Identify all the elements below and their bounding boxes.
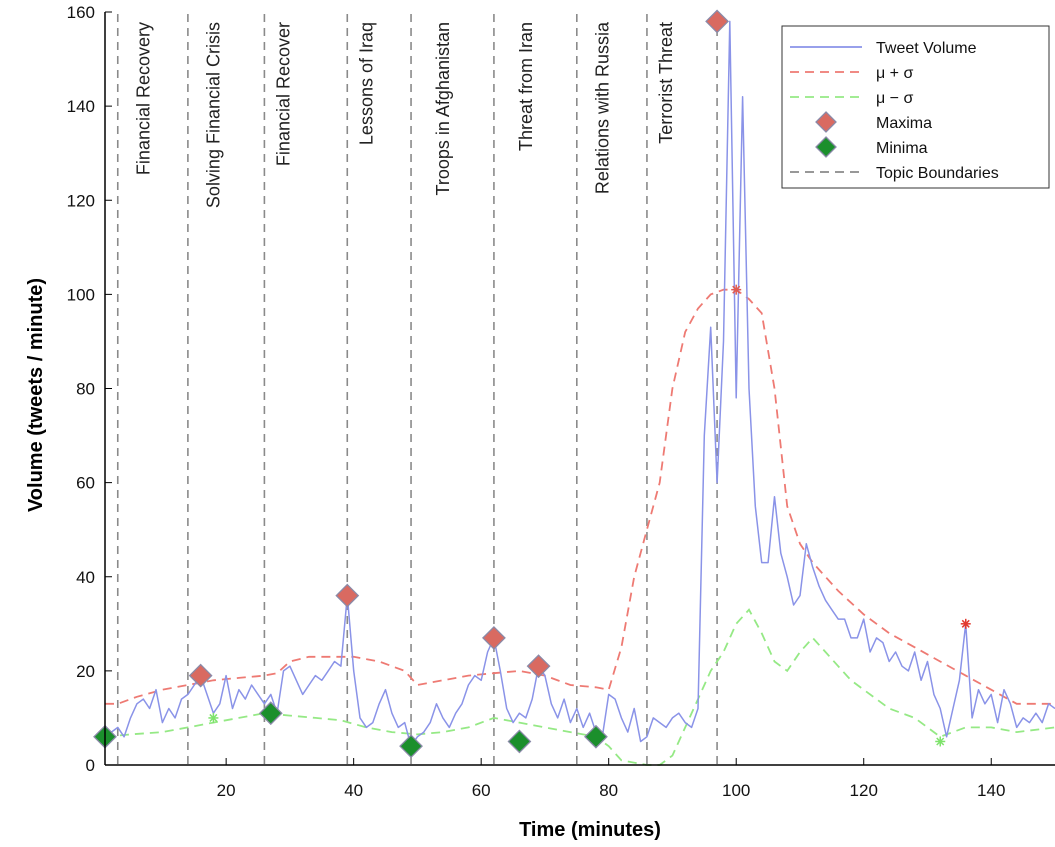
maxima-marker: [526, 654, 551, 679]
maxima-marker: [188, 663, 213, 688]
y-tick-label: 0: [86, 756, 95, 775]
asterisk-marker: [935, 736, 946, 747]
asterisk-marker: [731, 284, 742, 295]
legend-label: Minima: [876, 140, 928, 157]
maxima-marker: [705, 9, 730, 34]
y-tick-label: 100: [67, 285, 95, 304]
y-axis-title: Volume (tweets / minute): [25, 278, 47, 512]
maxima-marker: [335, 583, 360, 608]
topic-label: Lessons of Iraq: [356, 22, 376, 145]
topic-label: Financial Recover: [274, 22, 294, 166]
legend-swatch: [815, 136, 837, 158]
x-tick-label: 80: [599, 781, 618, 800]
topic-label: Financial Recovery: [133, 22, 153, 175]
tweet-volume-line: [104, 20, 1055, 747]
legend: Tweet Volume μ + σ μ − σ Maxima Minima Topic …: [781, 25, 1050, 189]
y-tick-label: 20: [76, 662, 95, 681]
topic-label: Threat from Iran: [516, 22, 536, 151]
legend-label: Topic Boundaries: [876, 165, 999, 182]
extrema-markers: [93, 9, 730, 759]
y-tick-label: 120: [67, 191, 95, 210]
topic-label: Relations with Russia: [592, 21, 612, 194]
topic-label: Troops in Afghanistan: [433, 22, 453, 195]
y-tick-label: 80: [76, 380, 95, 399]
minima-marker: [258, 701, 283, 726]
minima-marker: [584, 724, 608, 749]
y-tick-label: 40: [76, 568, 95, 587]
legend-swatch: [815, 111, 837, 133]
asterisk-marker: [208, 712, 219, 723]
topic-label: Solving Financial Crisis: [203, 22, 223, 208]
y-tick-label: 140: [67, 97, 95, 116]
x-tick-label: 20: [217, 781, 236, 800]
asterisk-marker: [960, 618, 971, 629]
x-axis-title: Time (minutes): [519, 819, 661, 841]
x-tick-label: 140: [977, 781, 1005, 800]
x-tick-label: 100: [722, 781, 750, 800]
legend-label: Maxima: [876, 115, 932, 132]
minima-marker: [507, 729, 532, 754]
x-tick-label: 60: [472, 781, 491, 800]
legend-box: [781, 25, 1050, 189]
x-ticks: 20 40 60 80 100 120 140: [217, 758, 1005, 800]
legend-label: μ − σ: [876, 90, 913, 107]
maxima-marker: [482, 626, 506, 650]
x-tick-label: 120: [850, 781, 878, 800]
topic-label: Terrorist Threat: [656, 22, 676, 144]
y-tick-label: 60: [76, 474, 95, 493]
legend-label: μ + σ: [876, 65, 913, 82]
y-ticks: 0 20 40 60 80 100 120 140 160: [67, 3, 112, 775]
topic-labels: Financial Recovery Solving Financial Cris…: [133, 21, 676, 208]
legend-label: Tweet Volume: [876, 40, 977, 57]
mu-plus-sigma-line: [105, 288, 1055, 705]
x-tick-label: 40: [344, 781, 363, 800]
tweet-volume-series: [104, 20, 1055, 747]
asterisk-markers: [208, 284, 971, 747]
y-tick-label: 160: [67, 3, 95, 22]
minima-marker: [399, 734, 423, 759]
